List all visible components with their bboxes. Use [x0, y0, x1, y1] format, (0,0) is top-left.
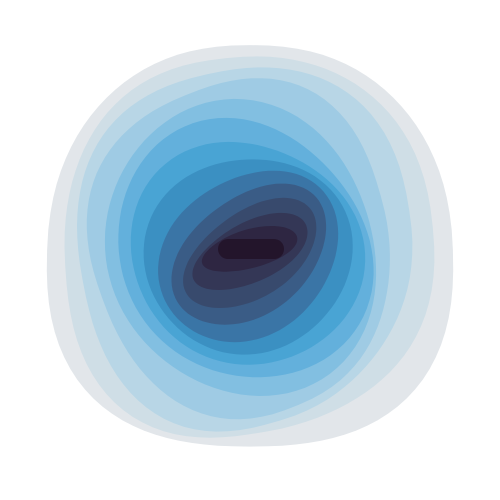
- contour-core: [218, 239, 284, 259]
